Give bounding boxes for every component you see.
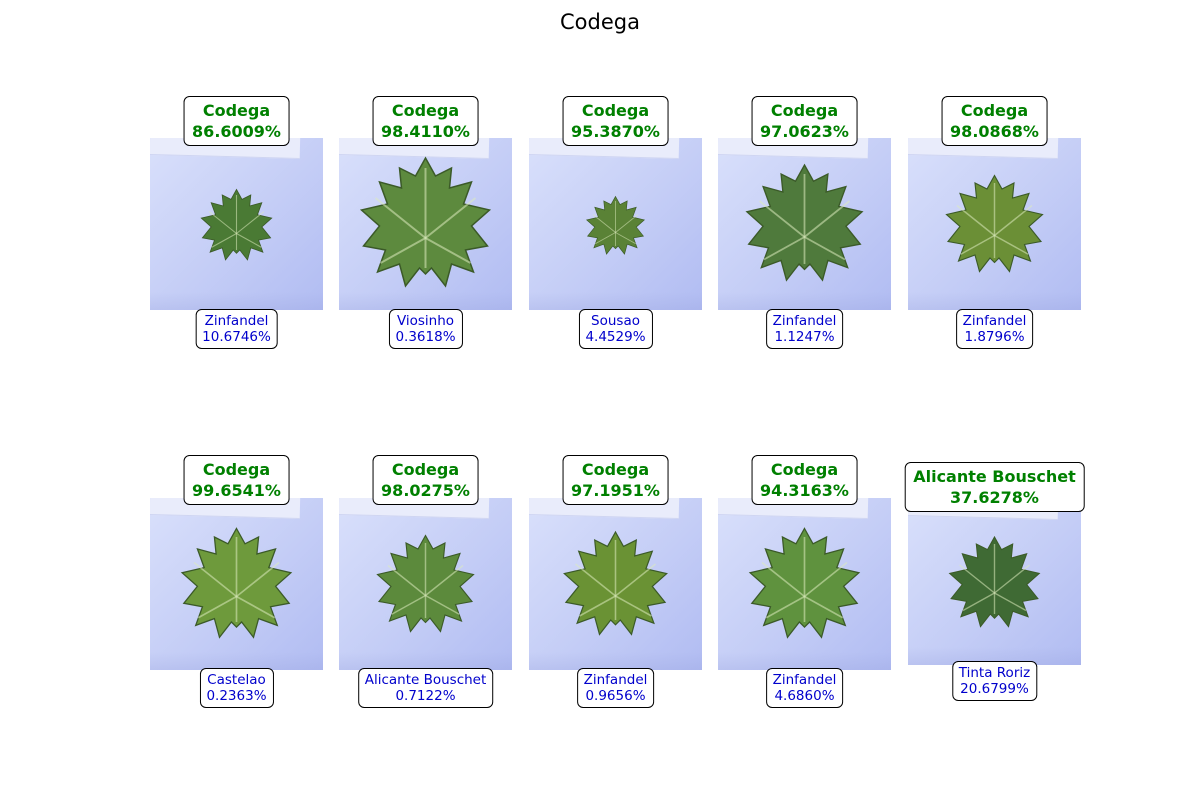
top-prediction-percent: 98.0275%: [381, 481, 470, 500]
leaf-photo: [150, 138, 323, 310]
second-prediction-label: Zinfandel 4.6860%: [765, 668, 844, 708]
second-prediction-percent: 0.3618%: [395, 329, 456, 345]
top-prediction-class: Codega: [202, 460, 271, 479]
grape-leaf-icon: [945, 174, 1044, 273]
top-prediction-class: Codega: [770, 460, 839, 479]
leaf-photo: [908, 138, 1081, 310]
top-prediction-class: Codega: [960, 101, 1029, 120]
top-prediction-label: Codega 94.3163%: [751, 455, 858, 505]
second-prediction-percent: 4.6860%: [774, 688, 835, 704]
leaf-panel: [150, 138, 323, 310]
top-prediction-label: Codega 98.4110%: [372, 96, 479, 146]
top-prediction-label: Codega 95.3870%: [562, 96, 669, 146]
top-prediction-percent: 37.6278%: [950, 488, 1039, 507]
second-prediction-class: Castelao: [207, 672, 266, 688]
second-prediction-class: Zinfandel: [772, 672, 837, 688]
leaf-panel: [339, 498, 512, 670]
leaf-photo: [339, 498, 512, 670]
second-prediction-percent: 1.8796%: [964, 329, 1025, 345]
leaf-panel: [150, 498, 323, 670]
top-prediction-percent: 86.6009%: [192, 122, 281, 141]
second-prediction-percent: 0.2363%: [206, 688, 267, 704]
second-prediction-class: Zinfandel: [772, 313, 837, 329]
top-prediction-percent: 95.3870%: [571, 122, 660, 141]
grape-leaf-icon: [376, 534, 475, 633]
top-prediction-percent: 97.1951%: [571, 481, 660, 500]
second-prediction-percent: 10.6746%: [202, 329, 271, 345]
second-prediction-label: Tinta Roriz 20.6799%: [951, 661, 1038, 701]
top-prediction-class: Alicante Bouschet: [913, 467, 1076, 486]
second-prediction-label: Alicante Bouschet 0.7122%: [357, 668, 494, 708]
grape-leaf-icon: [563, 530, 668, 636]
second-prediction-percent: 4.4529%: [585, 329, 646, 345]
leaf-panel: [908, 138, 1081, 310]
leaf-photo: [908, 499, 1081, 665]
grape-leaf-icon: [180, 527, 293, 639]
second-prediction-label: Zinfandel 0.9656%: [576, 668, 655, 708]
second-prediction-class: Zinfandel: [962, 313, 1027, 329]
grape-leaf-icon: [585, 195, 646, 255]
top-prediction-class: Codega: [391, 101, 460, 120]
top-prediction-class: Codega: [581, 460, 650, 479]
second-prediction-label: Viosinho 0.3618%: [388, 309, 463, 349]
top-prediction-percent: 94.3163%: [760, 481, 849, 500]
top-prediction-label: Codega 86.6009%: [183, 96, 290, 146]
top-prediction-label: Codega 98.0868%: [941, 96, 1048, 146]
second-prediction-percent: 0.7122%: [395, 688, 456, 704]
leaf-photo: [718, 498, 891, 670]
top-prediction-label: Codega 97.0623%: [751, 96, 858, 146]
second-prediction-label: Zinfandel 1.1247%: [765, 309, 844, 349]
second-prediction-class: Viosinho: [396, 313, 455, 329]
second-prediction-class: Zinfandel: [583, 672, 648, 688]
figure-title: Codega: [560, 10, 640, 34]
top-prediction-class: Codega: [391, 460, 460, 479]
top-prediction-label: Codega 98.0275%: [372, 455, 479, 505]
leaf-panel: [339, 138, 512, 310]
second-prediction-class: Alicante Bouschet: [364, 672, 487, 688]
top-prediction-class: Codega: [202, 101, 271, 120]
top-prediction-percent: 98.0868%: [950, 122, 1039, 141]
leaf-panel: [908, 499, 1081, 665]
second-prediction-label: Sousao 4.4529%: [578, 309, 653, 349]
leaf-panel: [718, 138, 891, 310]
top-prediction-percent: 98.4110%: [381, 122, 470, 141]
leaf-photo: [339, 138, 512, 310]
second-prediction-percent: 1.1247%: [774, 329, 835, 345]
leaf-panel: [529, 498, 702, 670]
top-prediction-class: Codega: [581, 101, 650, 120]
second-prediction-label: Zinfandel 10.6746%: [195, 309, 278, 349]
second-prediction-label: Castelao 0.2363%: [199, 668, 274, 708]
grape-leaf-icon: [748, 527, 861, 639]
second-prediction-label: Zinfandel 1.8796%: [955, 309, 1034, 349]
grape-leaf-icon: [745, 163, 864, 282]
grape-leaf-icon: [948, 535, 1041, 628]
top-prediction-percent: 97.0623%: [760, 122, 849, 141]
leaf-photo: [529, 498, 702, 670]
second-prediction-percent: 0.9656%: [585, 688, 646, 704]
top-prediction-label: Codega 99.6541%: [183, 455, 290, 505]
top-prediction-label: Alicante Bouschet 37.6278%: [904, 462, 1085, 512]
grape-leaf-icon: [200, 188, 273, 261]
leaf-photo: [529, 138, 702, 310]
leaf-photo: [150, 498, 323, 670]
leaf-panel: [529, 138, 702, 310]
second-prediction-class: Zinfandel: [204, 313, 269, 329]
top-prediction-percent: 99.6541%: [192, 481, 281, 500]
leaf-panel: [718, 498, 891, 670]
top-prediction-class: Codega: [770, 101, 839, 120]
grape-leaf-icon: [359, 156, 492, 288]
top-prediction-label: Codega 97.1951%: [562, 455, 669, 505]
second-prediction-percent: 20.6799%: [960, 681, 1029, 697]
second-prediction-class: Sousao: [591, 313, 640, 329]
leaf-photo: [718, 138, 891, 310]
second-prediction-class: Tinta Roriz: [958, 665, 1031, 681]
